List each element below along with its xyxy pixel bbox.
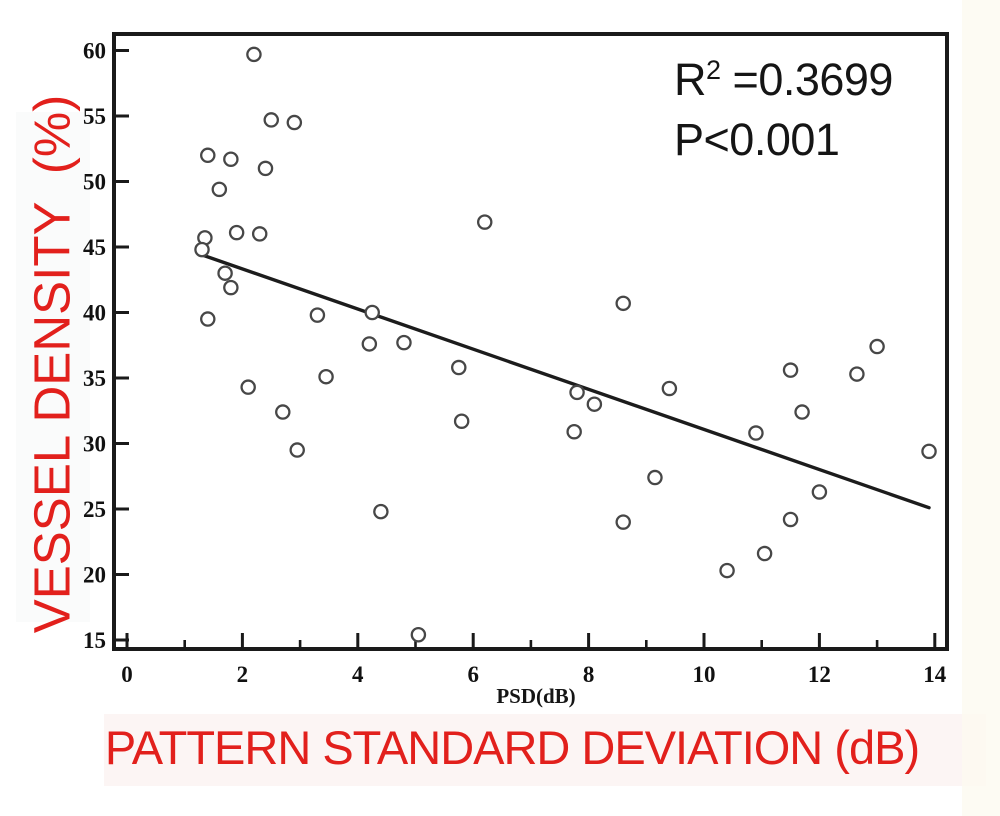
regression-line <box>200 253 931 510</box>
data-point <box>373 503 389 520</box>
data-point <box>275 404 291 420</box>
data-point <box>309 307 326 323</box>
y-axis-title: VESSEL DENSITY (%) <box>23 94 81 634</box>
data-point <box>228 224 245 241</box>
data-point <box>263 112 279 128</box>
data-point <box>223 279 239 296</box>
data-point <box>257 160 274 177</box>
data-point <box>453 413 470 429</box>
data-point <box>748 425 764 441</box>
data-point <box>396 334 412 351</box>
data-point <box>318 368 334 385</box>
data-point <box>451 359 467 376</box>
r-squared-annotation: R2 =0.3699 <box>674 54 893 105</box>
data-point <box>194 241 210 258</box>
plot-frame <box>112 32 949 651</box>
data-point <box>246 46 262 63</box>
x-axis-title: PATTERN STANDARD DEVIATION (dB) <box>104 721 920 774</box>
data-point <box>647 469 663 486</box>
y-tick-label: 45 <box>83 235 106 260</box>
data-point <box>661 380 678 397</box>
data-point <box>782 511 799 528</box>
scan-edge-tint <box>962 0 1000 816</box>
data-point <box>921 443 937 460</box>
data-point <box>410 627 427 643</box>
data-point <box>849 366 865 382</box>
data-point <box>361 336 378 352</box>
stats-annotation: R2 =0.3699 P<0.001 <box>674 50 893 171</box>
data-point <box>251 226 268 242</box>
data-point <box>211 181 228 198</box>
x-tick-label: 6 <box>467 662 479 687</box>
scan-artifact-band-horizontal <box>104 714 986 786</box>
x-tick-label: 0 <box>121 662 133 687</box>
scan-artifact-band-vertical <box>16 112 90 622</box>
data-point <box>566 423 582 440</box>
data-point <box>364 304 380 321</box>
p-value-annotation: P<0.001 <box>674 114 840 166</box>
data-point <box>289 442 305 458</box>
x-tick-label: 12 <box>808 662 831 687</box>
data-point <box>217 265 233 281</box>
x-tick-label: 14 <box>923 662 947 687</box>
data-point <box>869 338 885 355</box>
data-point <box>286 114 303 131</box>
data-point <box>476 214 493 230</box>
superscript-2: 2 <box>706 55 721 85</box>
y-tick-label: 40 <box>83 301 106 326</box>
x-tick-label: 2 <box>237 662 249 687</box>
data-point <box>200 147 216 164</box>
data-point <box>615 295 631 312</box>
y-tick-label: 30 <box>83 432 106 457</box>
data-point <box>811 484 828 500</box>
data-point <box>782 362 799 378</box>
data-point <box>794 404 810 420</box>
data-point <box>240 379 256 395</box>
data-point <box>586 396 603 412</box>
data-point <box>223 151 239 167</box>
data-point <box>569 384 585 401</box>
y-tick-label: 20 <box>83 563 106 588</box>
x-tick-label: 4 <box>352 662 364 687</box>
x-axis-unit-label: PSD(dB) <box>496 684 576 708</box>
data-point <box>756 545 773 562</box>
data-point <box>719 562 735 579</box>
y-tick-label: 55 <box>83 104 106 129</box>
data-point <box>200 311 216 327</box>
y-tick-label: 50 <box>83 170 106 195</box>
x-tick-label: 8 <box>583 662 595 687</box>
y-tick-label: 60 <box>83 39 106 64</box>
y-tick-label: 25 <box>83 497 106 522</box>
y-tick-label: 15 <box>83 628 106 653</box>
y-tick-label: 35 <box>83 366 106 391</box>
data-point <box>615 514 631 530</box>
x-tick-label: 10 <box>693 662 716 687</box>
